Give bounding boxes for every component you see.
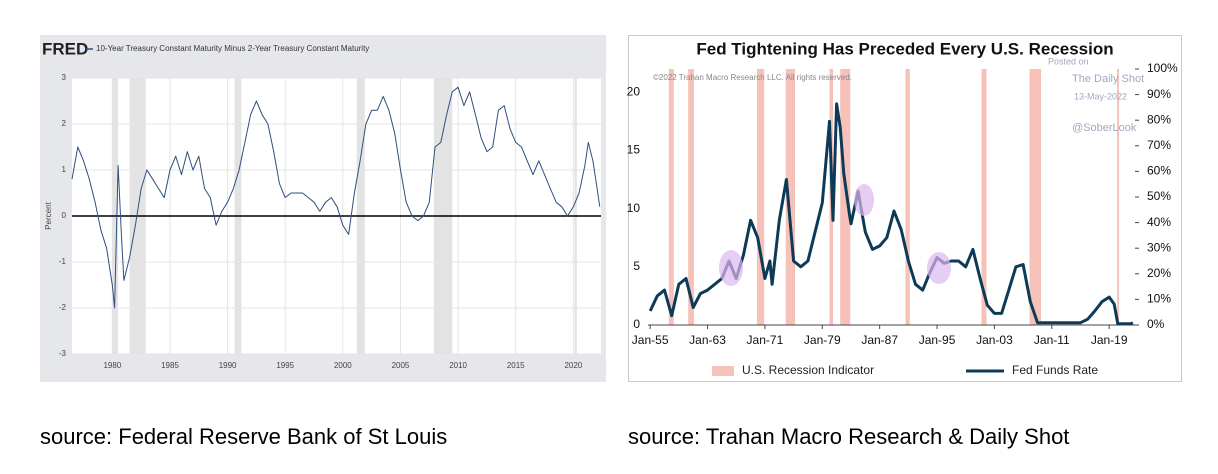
y-tick-label: 15 <box>627 143 641 157</box>
watermark: Posted on <box>1048 56 1089 66</box>
logo: FRED <box>42 39 88 58</box>
y2-tick-label: 0% <box>1147 317 1165 331</box>
highlight <box>719 250 743 286</box>
recession-band <box>1029 69 1042 325</box>
recession-band <box>668 69 674 325</box>
y-tick-label: 0 <box>62 211 67 220</box>
y2-tick-label: 80% <box>1147 112 1171 126</box>
legend-swatch <box>712 366 734 376</box>
recession-band <box>840 69 851 325</box>
chart-left: -3 -2 -1 0 1 2 3 1980 1985 1990 1995 2000 2005 2010 20… <box>59 73 601 370</box>
watermark: 13-May-2022 <box>1074 91 1127 101</box>
x-tick-label: Jan-19 <box>1091 333 1128 347</box>
highlight <box>927 252 951 284</box>
copyright: ©2022 Trahan Macro Research LLC. All rig… <box>653 73 852 82</box>
y2-tick-label: 50% <box>1147 189 1171 203</box>
x-tick-label: Jan-79 <box>804 333 841 347</box>
y-tick-label: 0 <box>633 317 640 331</box>
recession-band <box>757 69 765 325</box>
x-tick-label: Jan-03 <box>976 333 1013 347</box>
x-tick-label: Jan-95 <box>919 333 956 347</box>
legend-label: Fed Funds Rate <box>1012 363 1098 377</box>
x-tick-label: 2020 <box>564 361 582 370</box>
y-tick-label: 5 <box>633 259 640 273</box>
y2-tick-label: 60% <box>1147 164 1171 178</box>
recession-band <box>981 69 987 325</box>
x-tick-label: 1990 <box>219 361 237 370</box>
watermark: The Daily Shot <box>1072 73 1144 85</box>
y-tick-label: 2 <box>62 119 67 128</box>
legend-label: U.S. Recession Indicator <box>742 363 874 377</box>
x-tick-label: 2000 <box>334 361 352 370</box>
recession-band <box>1117 69 1120 325</box>
highlight <box>854 184 874 216</box>
y2-tick-label: 40% <box>1147 215 1171 229</box>
y-tick-label: 20 <box>627 84 641 98</box>
y2-tick-label: 30% <box>1147 240 1171 254</box>
y2-tick-label: 10% <box>1147 292 1171 306</box>
y-axis-label: Percent <box>44 201 53 229</box>
y-tick-label: -1 <box>59 257 67 266</box>
x-tick-label: 1995 <box>276 361 294 370</box>
recession-band <box>905 69 910 325</box>
y2-tick-label: 70% <box>1147 138 1171 152</box>
y-tick-label: -2 <box>59 303 67 312</box>
y2-tick-label: 100% <box>1147 61 1178 75</box>
caption: source: Federal Reserve Bank of St Louis <box>40 424 447 449</box>
y-tick-label: 1 <box>62 165 67 174</box>
x-tick-label: 2005 <box>392 361 410 370</box>
watermark: @SoberLook <box>1072 122 1137 134</box>
chart-title: Fed Tightening Has Preceded Every U.S. R… <box>696 39 1113 58</box>
data-line <box>71 86 601 309</box>
y-tick-label: 3 <box>62 73 67 82</box>
recession-band <box>785 69 796 325</box>
caption: source: Trahan Macro Research & Daily Sh… <box>628 424 1069 449</box>
x-tick-label: Jan-11 <box>1034 333 1070 347</box>
x-tick-label: Jan-71 <box>747 333 784 347</box>
y2-tick-label: 20% <box>1147 266 1171 280</box>
y-tick-label: -3 <box>59 349 67 358</box>
x-tick-label: 1985 <box>161 361 179 370</box>
x-tick-label: Jan-55 <box>632 333 669 347</box>
y-tick-label: 10 <box>627 201 641 215</box>
y2-tick-label: 90% <box>1147 87 1171 101</box>
x-tick-label: 1980 <box>103 361 121 370</box>
recession-band <box>688 69 694 325</box>
panel <box>628 35 1182 382</box>
x-tick-label: 2010 <box>449 361 467 370</box>
x-tick-label: Jan-87 <box>861 333 898 347</box>
x-tick-label: Jan-63 <box>689 333 726 347</box>
legend-label: 10-Year Treasury Constant Maturity Minus… <box>96 44 369 53</box>
x-tick-label: 2015 <box>507 361 525 370</box>
